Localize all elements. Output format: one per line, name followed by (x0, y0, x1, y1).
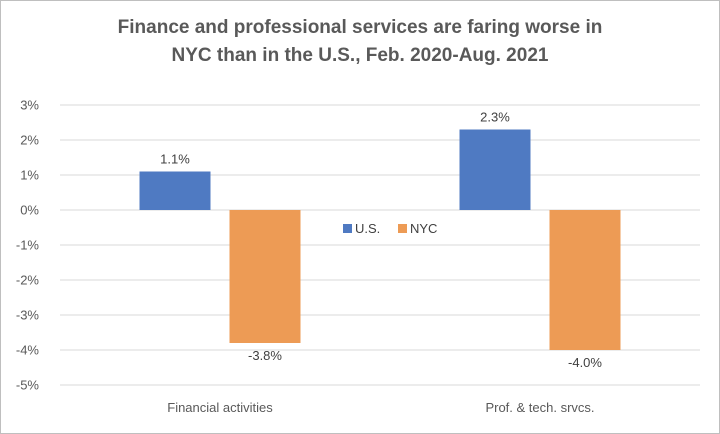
data-label: 1.1% (160, 152, 190, 167)
y-tick-label: -3% (16, 308, 40, 323)
y-tick-label: -4% (16, 343, 40, 358)
y-tick-label: 0% (20, 203, 39, 218)
bar-nyc (229, 210, 301, 343)
x-tick-label: Prof. & tech. srvcs. (485, 400, 594, 415)
chart-title: Finance and professional services are fa… (117, 17, 603, 66)
y-tick-label: 1% (20, 168, 39, 183)
data-label: -4.0% (568, 355, 602, 370)
y-tick-label: -5% (16, 378, 40, 393)
data-label: 2.3% (480, 110, 510, 125)
legend-label: NYC (410, 221, 437, 236)
legend-swatch (398, 224, 407, 233)
legend-label: U.S. (355, 221, 380, 236)
legend-swatch (343, 224, 352, 233)
y-tick-label: -1% (16, 238, 40, 253)
x-tick-label: Financial activities (167, 400, 273, 415)
y-tick-label: 3% (20, 98, 39, 113)
bar-u-s (459, 129, 531, 210)
data-label: -3.8% (248, 348, 282, 363)
y-tick-label: -2% (16, 273, 40, 288)
bar-nyc (549, 210, 621, 350)
bar-u-s (139, 171, 211, 210)
y-tick-label: 2% (20, 133, 39, 148)
